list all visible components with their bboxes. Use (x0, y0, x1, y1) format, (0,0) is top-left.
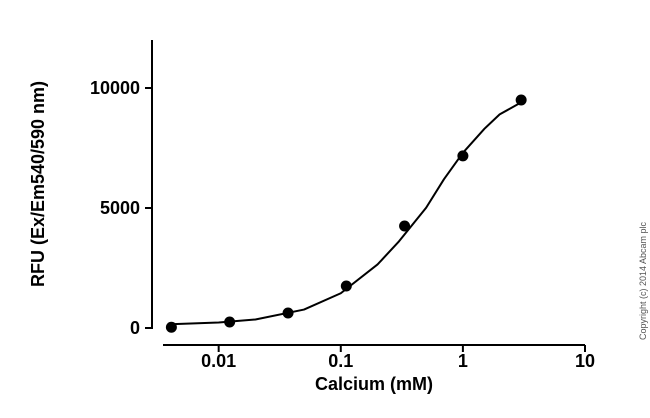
y-tick-label: 0 (130, 318, 140, 338)
y-tick-label: 10000 (90, 78, 140, 98)
x-axis-label: Calcium (mM) (315, 374, 433, 394)
x-tick-label: 10 (575, 351, 595, 371)
x-tick-label: 0.1 (328, 351, 353, 371)
data-point (515, 94, 527, 106)
fit-curve (170, 101, 522, 326)
x-tick-label: 0.01 (201, 351, 236, 371)
data-point (399, 220, 411, 232)
data-point (457, 150, 469, 162)
data-point (340, 280, 352, 292)
y-axis-label: RFU (Ex/Em540/590 nm) (28, 81, 48, 287)
y-tick-label: 5000 (100, 198, 140, 218)
copyright: Copyright (c) 2014 Abcam plc (638, 221, 648, 340)
x-tick-label: 1 (458, 351, 468, 371)
